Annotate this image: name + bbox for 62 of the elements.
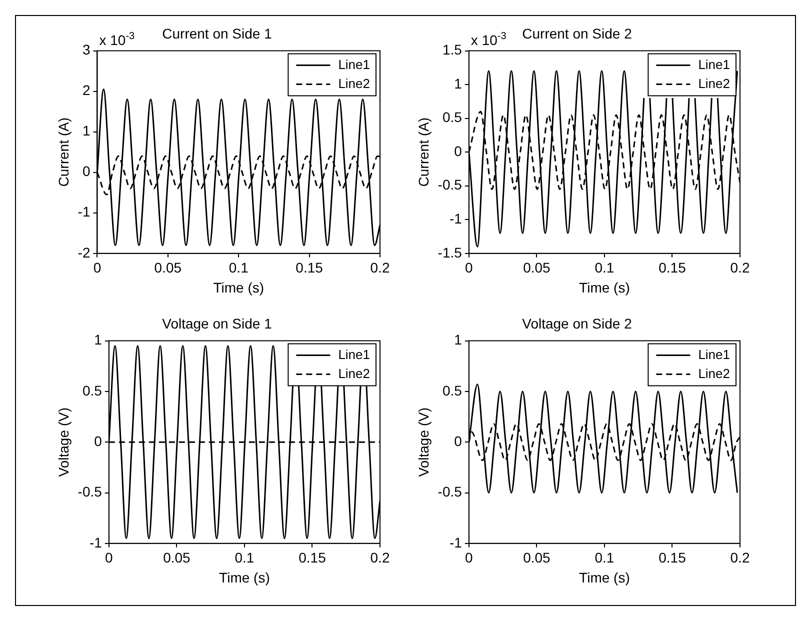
chart-title: Voltage on Side 2 xyxy=(522,315,632,332)
y-tick-label: 1 xyxy=(94,332,102,348)
chart-title: Voltage on Side 1 xyxy=(162,315,272,332)
y-axis-title: Voltage (V) xyxy=(415,407,432,477)
y-tick-label: 2 xyxy=(82,82,90,98)
y-tick-label: 0 xyxy=(454,432,462,449)
x-tick-label: 0.15 xyxy=(296,260,324,276)
x-tick-label: 0.2 xyxy=(730,550,750,566)
y-tick-label: 0 xyxy=(94,432,102,449)
x-tick-label: 0 xyxy=(105,550,114,566)
y-tick-label: 1 xyxy=(454,75,462,92)
legend-label: Line1 xyxy=(698,346,730,362)
x-axis-title: Time (s) xyxy=(579,569,630,586)
x-tick-label: 0.15 xyxy=(658,260,686,276)
chart-title: Current on Side 1 xyxy=(162,25,272,42)
legend-label: Line2 xyxy=(698,76,730,91)
y-tick-label: 3 xyxy=(82,42,90,58)
x-tick-label: 0.05 xyxy=(163,550,191,566)
y-tick-label: -2 xyxy=(78,244,90,260)
y-tick-label: 0.5 xyxy=(442,382,462,398)
legend-label: Line2 xyxy=(338,366,370,381)
y-tick-label: -1 xyxy=(449,210,462,226)
x-tick-label: 0.15 xyxy=(298,550,326,566)
legend-label: Line1 xyxy=(338,346,370,362)
y-tick-label: 1.5 xyxy=(442,42,462,58)
legend-label: Line2 xyxy=(698,366,730,381)
y-tick-label: 1 xyxy=(454,332,462,348)
legend-label: Line1 xyxy=(698,56,730,72)
y-tick-label: -1 xyxy=(78,204,90,220)
x-tick-label: 0.2 xyxy=(370,550,390,566)
x-tick-label: 0.1 xyxy=(234,550,254,566)
x-tick-label: 0.1 xyxy=(228,260,249,276)
x-tick-label: 0.15 xyxy=(658,550,686,566)
y-tick-label: -0.5 xyxy=(438,484,462,500)
legend-label: Line1 xyxy=(338,56,370,72)
x-tick-label: 0.1 xyxy=(594,260,614,276)
legend-label: Line2 xyxy=(338,76,370,91)
y-tick-label: 0 xyxy=(82,163,90,180)
chart-title: Current on Side 2 xyxy=(522,25,632,42)
x-axis-title: Time (s) xyxy=(219,569,270,586)
y-tick-label: -0.5 xyxy=(438,176,462,193)
x-axis-title: Time (s) xyxy=(213,279,264,296)
x-tick-label: 0.05 xyxy=(523,260,551,276)
x-tick-label: 0 xyxy=(465,260,474,276)
y-tick-label: -0.5 xyxy=(78,484,102,500)
x-tick-label: 0.2 xyxy=(730,260,750,276)
y-axis-title: Voltage (V) xyxy=(55,407,72,477)
y-axis-title: Current (A) xyxy=(415,117,432,187)
y-tick-label: 0.5 xyxy=(442,109,462,126)
y-tick-label: -1 xyxy=(89,534,102,550)
y-tick-label: 0 xyxy=(454,142,462,159)
y-tick-label: 0.5 xyxy=(82,382,102,398)
y-tick-label: 1 xyxy=(82,122,90,139)
x-tick-label: 0 xyxy=(465,550,474,566)
y-tick-label: -1.5 xyxy=(438,244,462,260)
x-tick-label: 0.05 xyxy=(154,260,182,276)
x-axis-title: Time (s) xyxy=(579,279,630,296)
y-tick-label: -1 xyxy=(449,534,462,550)
x-tick-label: 0.2 xyxy=(370,260,390,276)
x-tick-label: 0.05 xyxy=(523,550,551,566)
x-tick-label: 0.1 xyxy=(594,550,614,566)
y-axis-title: Current (A) xyxy=(55,117,72,187)
